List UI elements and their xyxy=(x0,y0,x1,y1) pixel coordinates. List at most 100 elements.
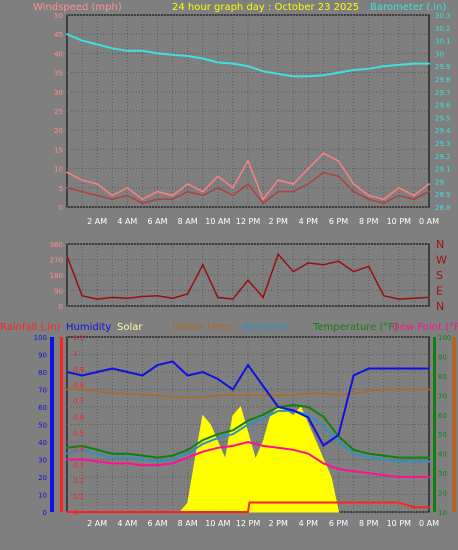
barometer-tick-label: 29.8 xyxy=(435,76,451,84)
x-tick-label: 10 AM xyxy=(205,217,230,226)
temperature-line-point xyxy=(111,452,114,455)
dew-point-line-point xyxy=(66,458,68,461)
legend-entry: Humidity xyxy=(66,322,111,333)
x-tick-label: 6 PM xyxy=(329,217,348,226)
wind-direction-line-point xyxy=(217,296,219,299)
wind-average-line-point xyxy=(232,194,234,197)
wind-average-line-point xyxy=(156,198,159,201)
wind-direction-line-point xyxy=(126,297,129,300)
wind-direction-line-point xyxy=(352,270,355,273)
barometer-line-point xyxy=(111,47,114,50)
temperature-line-point xyxy=(247,419,249,422)
indoor-temp-line-point xyxy=(141,394,144,397)
x-tick-label: 0 AM xyxy=(419,217,439,226)
rainfall-line-point xyxy=(66,511,68,513)
wind-gust-line-point xyxy=(428,183,430,185)
wind-gust-line-point xyxy=(352,183,355,185)
humidity-axis-bar xyxy=(50,337,54,512)
indoor-temp-line-point xyxy=(398,388,400,391)
rainfall-tick-label: 0.8 xyxy=(73,382,84,390)
x-tick-label: 6 AM xyxy=(147,217,167,226)
humidity-line-point xyxy=(322,444,325,447)
windspeed-tick-label: 20 xyxy=(54,127,63,135)
direction-degree-label: 180 xyxy=(50,272,63,280)
barometer-tick-label: 29.2 xyxy=(435,153,451,161)
temperature-tick-label: 40 xyxy=(438,451,447,459)
temperature-tick-label: 80 xyxy=(438,373,447,381)
wind-direction-line-point xyxy=(186,293,189,295)
wind-average-line-point xyxy=(367,198,370,201)
temperature-tick-label: 60 xyxy=(438,412,447,420)
humidity-line-point xyxy=(202,371,204,373)
wind-direction-line-point xyxy=(367,265,370,268)
wind-x-tick-labels: 2 AM 4 AM 6 AM 8 AM 10 AM 12 PM 2 PM 4 PM 6 PM 8 … xyxy=(87,217,439,226)
barometer-line-point xyxy=(232,62,234,65)
wind-average-line-point xyxy=(171,198,174,201)
humidity-line-point xyxy=(292,409,295,412)
temperature-line-point xyxy=(81,445,83,447)
windspeed-tick-label: 45 xyxy=(54,31,63,39)
indoor-temp-line-point xyxy=(428,388,430,391)
legend-entry: Temperature (°F) xyxy=(312,322,398,333)
temperature-line-point xyxy=(141,454,144,457)
dew-point-line-point xyxy=(337,468,340,471)
rainfall-tick-label: 0.9 xyxy=(73,366,84,374)
barometer-line-point xyxy=(66,33,68,35)
direction-degree-label: 90 xyxy=(54,288,63,296)
humidity-line-point xyxy=(337,434,340,436)
wind-series xyxy=(66,33,430,205)
barometer-tick-label: 29.1 xyxy=(435,166,451,174)
wind-gust-line-point xyxy=(247,160,249,162)
wind-gust-line-point xyxy=(277,179,280,181)
wind-gust-line-point xyxy=(141,198,144,201)
windchill-line-point xyxy=(307,414,310,416)
temperature-line-point xyxy=(292,404,295,406)
windchill-line-point xyxy=(352,452,355,455)
rainfall-tick-label: 0.1 xyxy=(73,493,84,501)
wind-average-line-point xyxy=(322,171,325,174)
x-tick-label: 4 AM xyxy=(117,217,137,226)
compass-label: W xyxy=(436,254,447,267)
rainfall-tick-label: 0.2 xyxy=(73,477,84,485)
windspeed-tick-labels: 0 5 10 15 20 25 30 35 40 45 50 xyxy=(54,12,63,212)
barometer-tick-labels: 28.8 28.9 29 29.1 29.2 29.3 29.4 29.5 29.6 29.7 29… xyxy=(435,12,451,212)
windspeed-tick-label: 50 xyxy=(54,12,63,20)
wind-gust-line-point xyxy=(398,187,400,189)
barometer-tick-label: 30.3 xyxy=(435,12,451,20)
wind-gust-line-point xyxy=(292,183,295,185)
windchill-line-point xyxy=(217,437,219,439)
barometer-tick-label: 29.3 xyxy=(435,140,451,148)
wind-gust-line-point xyxy=(126,187,129,189)
humidity-tick-label: 60 xyxy=(38,404,47,412)
rainfall-line-point xyxy=(217,511,219,513)
wind-average-line-point xyxy=(383,202,385,204)
compass-label: E xyxy=(436,285,443,298)
dew-point-line-point xyxy=(428,476,430,478)
barometer-line-point xyxy=(126,50,129,52)
direction-degree-labels: 0 90 180 270 360 xyxy=(50,241,63,311)
wind-average-line-point xyxy=(81,190,83,193)
windchill-line-point xyxy=(81,449,83,451)
rainfall-tick-label: 0.5 xyxy=(73,429,84,437)
temperature-tick-label: 20 xyxy=(438,490,447,498)
temperature-tick-label: 70 xyxy=(438,392,447,400)
indoor-temp-line-point xyxy=(156,394,159,397)
compass-label: N xyxy=(436,300,444,313)
dew-point-line-point xyxy=(413,476,415,478)
wind-gust-line-point xyxy=(307,167,310,170)
windchill-line-point xyxy=(126,456,129,459)
wind-gust-line-point xyxy=(217,175,219,178)
indoor-temp-line-point xyxy=(307,392,310,395)
rainfall-line-point xyxy=(337,501,340,504)
indoor-temp-line-point xyxy=(367,390,370,393)
temperature-tick-label: 100 xyxy=(438,334,451,342)
barometer-line-point xyxy=(383,65,385,67)
temperature-tick-label: 90 xyxy=(438,353,447,361)
indoor-temp-line-point xyxy=(81,388,83,391)
rainfall-line-point xyxy=(398,501,400,504)
wind-direction-line-point xyxy=(398,298,400,300)
rainfall-tick-label: 0 xyxy=(73,509,77,517)
wind-direction-line-point xyxy=(322,263,325,266)
wind-gust-line-point xyxy=(262,198,264,201)
